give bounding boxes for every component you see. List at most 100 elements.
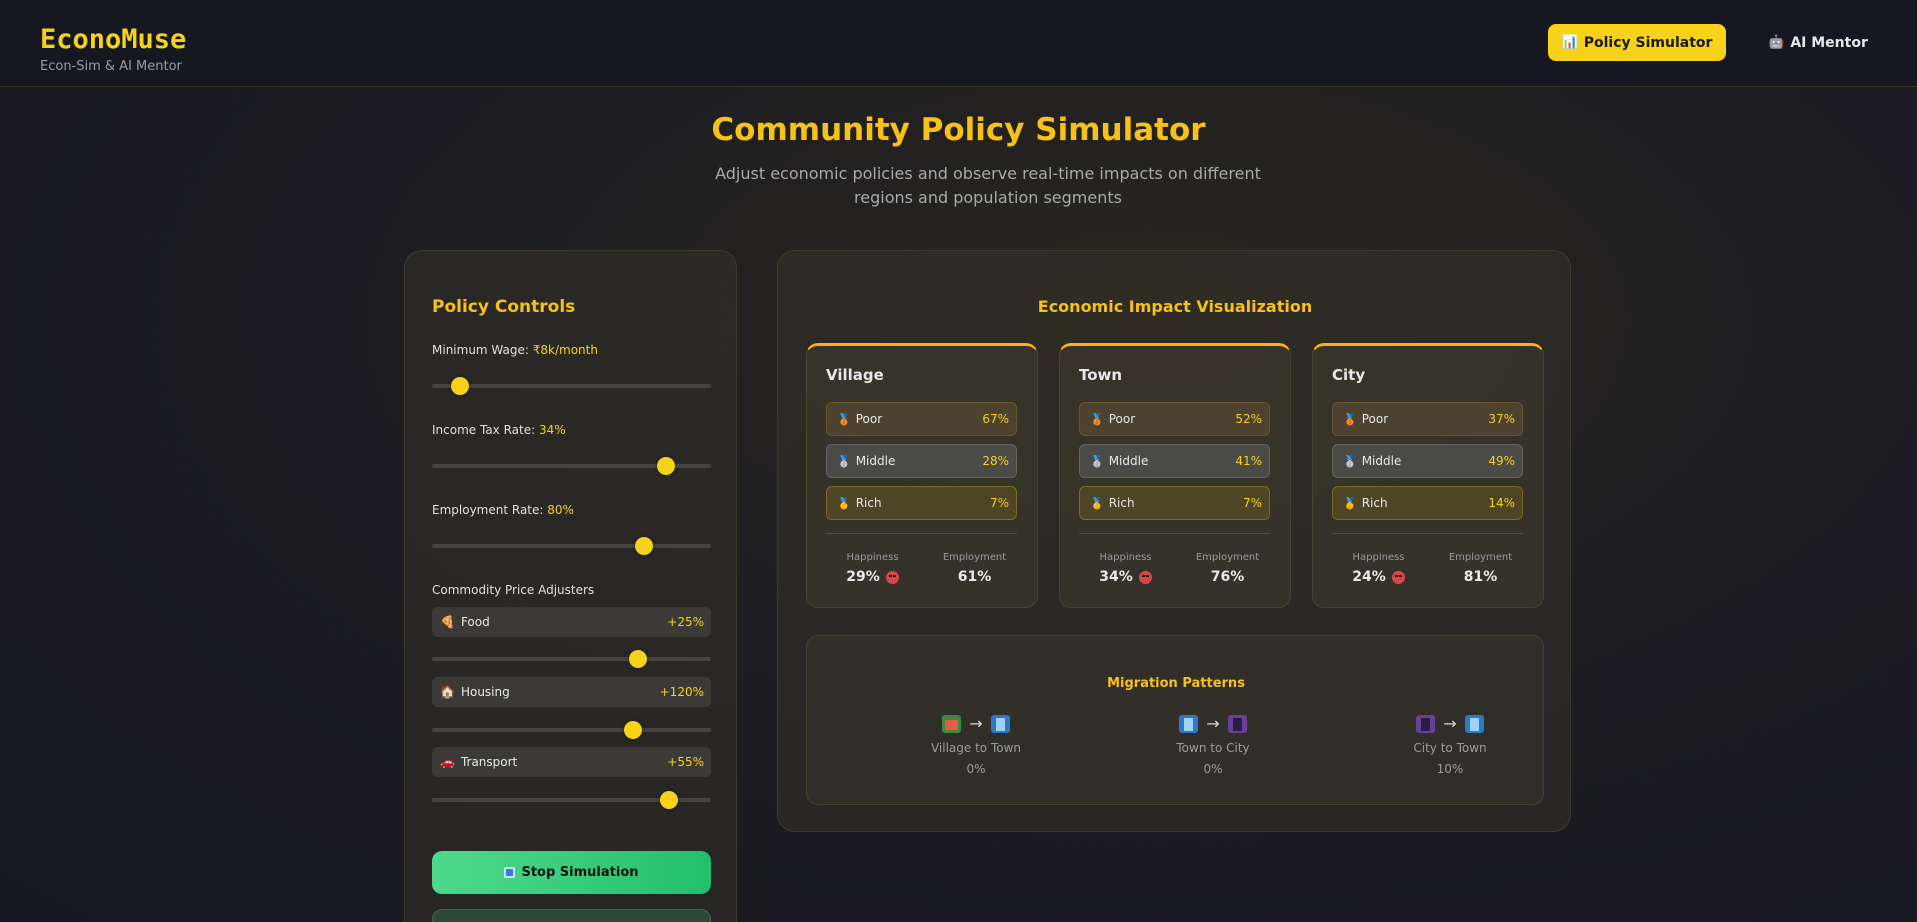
town-building-icon — [1179, 714, 1199, 733]
arrow-right-icon: → — [1443, 714, 1457, 733]
region-name: City — [1332, 366, 1366, 384]
segment-label: Poor — [855, 412, 883, 426]
segment-middle: 🥈 Middle 41% — [1079, 444, 1270, 478]
policy-controls-panel: Policy Controls Minimum Wage: ₹8k/month … — [404, 250, 737, 922]
segment-label: Rich — [1361, 496, 1388, 510]
migration-value: 0% — [966, 762, 986, 776]
segment-rich: 🥇 Rich 7% — [1079, 486, 1270, 520]
migration-title: Migration Patterns — [1107, 676, 1245, 691]
employment-value: 81% — [1463, 569, 1498, 585]
employment-rate-value: 80% — [547, 503, 574, 517]
commodity-value: +25% — [667, 615, 704, 629]
brand[interactable]: EconoMuse Econ-Sim & AI Mentor — [40, 24, 186, 74]
food-price-slider-thumb[interactable] — [629, 650, 648, 668]
page-title: Community Policy Simulator — [711, 112, 1206, 148]
angry-face-icon — [1138, 570, 1152, 584]
migration-label: Village to Town — [930, 741, 1022, 755]
segment-rich: 🥇 Rich 7% — [826, 486, 1017, 520]
housing-price-slider-thumb[interactable] — [623, 721, 642, 739]
pizza-icon: 🍕 — [440, 615, 455, 629]
commodity-name: Transport — [460, 755, 518, 769]
commodity-row-transport: 🚗 Transport +55% — [432, 747, 711, 777]
migration-value: 10% — [1436, 762, 1464, 776]
gold-medal-icon: 🥇 — [837, 496, 851, 510]
segment-label: Middle — [1361, 454, 1402, 468]
segment-poor: 🥉 Poor 67% — [826, 402, 1017, 436]
arrow-right-icon: → — [969, 714, 983, 733]
nav-label: AI Mentor — [1790, 34, 1868, 51]
region-card-town: Town 🥉 Poor 52% 🥈 Middle 41% 🥇 Rich 7% Happ… — [1059, 343, 1291, 608]
controls-title: Policy Controls — [432, 297, 576, 317]
bar-chart-icon: 📊 — [1561, 35, 1578, 50]
commodity-adjusters-title: Commodity Price Adjusters — [432, 583, 595, 597]
region-card-city: City 🥉 Poor 37% 🥈 Middle 49% 🥇 Rich 14% Hap… — [1312, 343, 1544, 608]
nav-label: Policy Simulator — [1583, 34, 1713, 51]
segment-label: Rich — [855, 496, 882, 510]
bronze-medal-icon: 🥉 — [1343, 412, 1357, 426]
migration-village-to-town: → Village to Town 0% — [896, 714, 1056, 776]
town-building-icon — [990, 714, 1010, 733]
stop-simulation-label: Stop Simulation — [521, 865, 639, 880]
region-name: Town — [1079, 366, 1123, 384]
employment-label: Employment — [1195, 552, 1260, 563]
happiness-value: 29% — [846, 569, 880, 585]
min-wage-slider-thumb[interactable] — [450, 377, 469, 395]
segment-value: 14% — [1488, 496, 1515, 510]
stop-simulation-button[interactable]: Stop Simulation — [432, 851, 711, 894]
employment-rate-label: Employment Rate: 80% — [432, 503, 574, 517]
economic-impact-panel: Economic Impact Visualization Village 🥉 P… — [777, 250, 1571, 832]
segment-label: Poor — [1361, 412, 1389, 426]
transport-price-slider-thumb[interactable] — [660, 791, 679, 809]
divider — [826, 533, 1017, 534]
employment-value: 61% — [957, 569, 992, 585]
divider — [1332, 533, 1523, 534]
segment-middle: 🥈 Middle 49% — [1332, 444, 1523, 478]
transport-price-slider[interactable] — [432, 791, 711, 809]
segment-value: 52% — [1235, 412, 1262, 426]
secondary-action-button[interactable] — [432, 909, 711, 922]
segment-rich: 🥇 Rich 14% — [1332, 486, 1523, 520]
brand-title[interactable]: EconoMuse — [40, 24, 187, 55]
migration-city-to-town: → City to Town 10% — [1370, 714, 1530, 776]
segment-middle: 🥈 Middle 28% — [826, 444, 1017, 478]
employment-rate-slider[interactable] — [432, 537, 711, 555]
nav-ai-mentor-button[interactable]: 🤖 AI Mentor — [1762, 24, 1874, 61]
robot-icon: 🤖 — [1768, 35, 1785, 50]
employment-label: Employment — [1448, 552, 1513, 563]
town-building-icon — [1464, 714, 1484, 733]
happiness-stat: Happiness 29% — [825, 552, 920, 585]
employment-rate-slider-thumb[interactable] — [635, 537, 654, 555]
housing-price-slider[interactable] — [432, 721, 711, 739]
segment-value: 49% — [1488, 454, 1515, 468]
bronze-medal-icon: 🥉 — [1090, 412, 1104, 426]
min-wage-slider[interactable] — [432, 377, 711, 395]
segment-value: 7% — [1242, 496, 1262, 510]
happiness-value: 34% — [1099, 569, 1133, 585]
gold-medal-icon: 🥇 — [1090, 496, 1104, 510]
employment-rate-label-text: Employment Rate: — [432, 503, 544, 517]
happiness-label: Happiness — [1099, 552, 1152, 563]
migration-town-to-city: → Town to City 0% — [1133, 714, 1293, 776]
silver-medal-icon: 🥈 — [1090, 454, 1104, 468]
happiness-label: Happiness — [1352, 552, 1405, 563]
employment-stat: Employment 81% — [1433, 552, 1528, 585]
viz-title: Economic Impact Visualization — [1037, 297, 1313, 316]
commodity-row-food: 🍕 Food +25% — [432, 607, 711, 637]
employment-stat: Employment 76% — [1180, 552, 1275, 585]
segment-label: Rich — [1108, 496, 1135, 510]
tax-rate-slider[interactable] — [432, 457, 711, 475]
commodity-row-housing: 🏠 Housing +120% — [432, 677, 711, 707]
happiness-stat: Happiness 34% — [1078, 552, 1173, 585]
tax-rate-slider-thumb[interactable] — [657, 457, 676, 475]
segment-value: 67% — [982, 412, 1009, 426]
min-wage-label-text: Minimum Wage: — [432, 343, 529, 357]
segment-label: Poor — [1108, 412, 1136, 426]
nav-policy-simulator-button[interactable]: 📊 Policy Simulator — [1548, 24, 1726, 61]
divider — [1079, 533, 1270, 534]
happiness-label: Happiness — [846, 552, 899, 563]
segment-value: 37% — [1488, 412, 1515, 426]
stop-icon — [504, 867, 516, 878]
food-price-slider[interactable] — [432, 650, 711, 668]
segment-value: 7% — [989, 496, 1009, 510]
house-icon: 🏠 — [440, 685, 455, 699]
